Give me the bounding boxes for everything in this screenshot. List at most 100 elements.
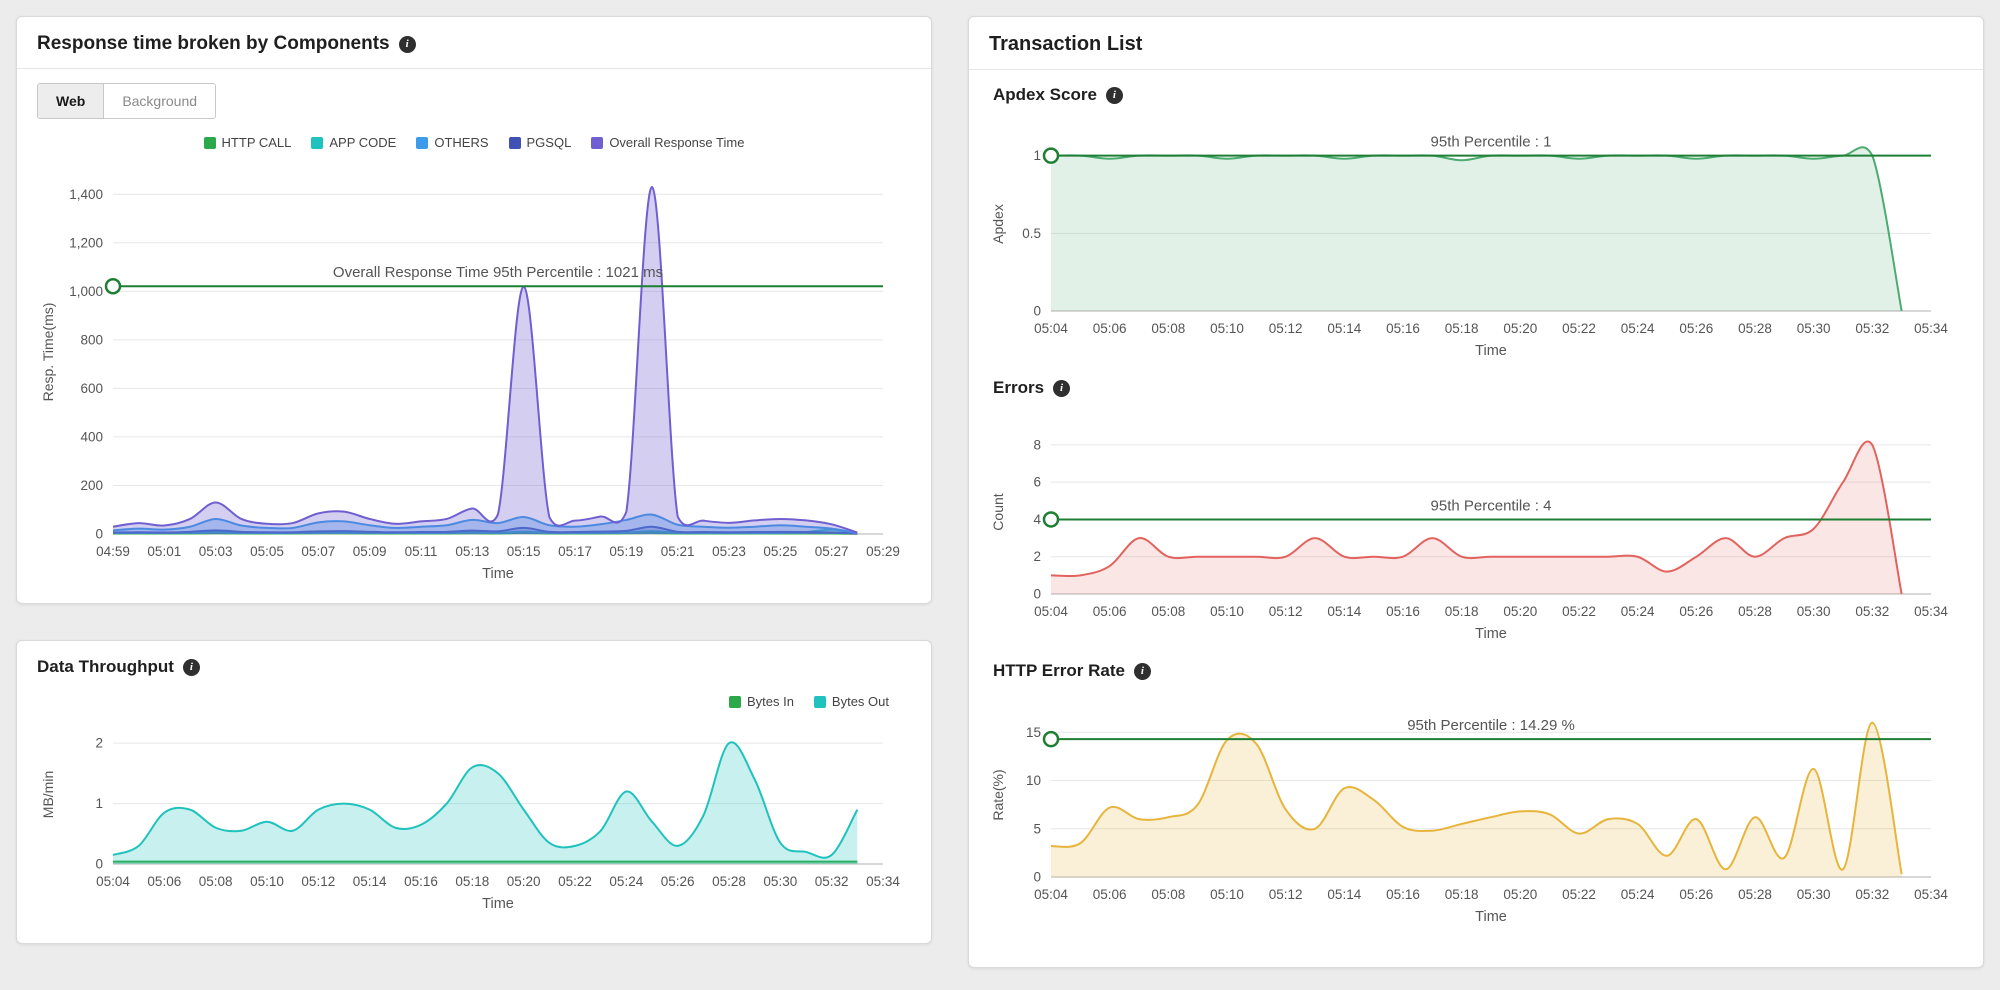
svg-text:05:04: 05:04 — [96, 874, 130, 889]
svg-text:05:16: 05:16 — [1386, 887, 1420, 902]
tab-background[interactable]: Background — [104, 84, 216, 118]
svg-text:05:04: 05:04 — [1034, 887, 1068, 902]
svg-text:600: 600 — [80, 381, 103, 396]
svg-text:05:11: 05:11 — [405, 544, 438, 559]
legend-item-others[interactable]: OTHERS — [416, 135, 489, 150]
response-components-chart[interactable]: 0 200 400 600 800 1,000 1,200 1,400 04:59 05:01 05… — [31, 156, 911, 586]
svg-text:0: 0 — [1033, 587, 1041, 602]
svg-text:05:34: 05:34 — [1914, 887, 1948, 902]
svg-text:1,000: 1,000 — [69, 284, 103, 299]
svg-text:1,200: 1,200 — [69, 235, 103, 250]
svg-text:05:03: 05:03 — [199, 544, 233, 559]
svg-text:95th Percentile : 4: 95th Percentile : 4 — [1431, 497, 1552, 514]
apdex-title: Apdex Score — [993, 85, 1097, 104]
legend-item-bytes-in[interactable]: Bytes In — [728, 694, 794, 709]
tab-web[interactable]: Web — [38, 84, 105, 118]
svg-text:05:17: 05:17 — [558, 544, 592, 559]
legend-label: OTHERS — [434, 135, 489, 150]
svg-text:05:22: 05:22 — [1562, 604, 1596, 619]
svg-text:05:08: 05:08 — [199, 874, 233, 889]
svg-text:05:12: 05:12 — [1269, 887, 1303, 902]
svg-text:95th Percentile : 14.29 %: 95th Percentile : 14.29 % — [1407, 717, 1575, 734]
svg-text:05:16: 05:16 — [404, 874, 438, 889]
svg-text:4: 4 — [1033, 512, 1041, 527]
svg-text:05:29: 05:29 — [866, 544, 900, 559]
legend-label: APP CODE — [329, 135, 397, 150]
svg-text:05:07: 05:07 — [301, 544, 335, 559]
svg-text:05:10: 05:10 — [1210, 321, 1244, 336]
legend-item-pgsql[interactable]: PGSQL — [508, 135, 571, 150]
svg-text:05:20: 05:20 — [1503, 887, 1537, 902]
svg-text:05:12: 05:12 — [301, 874, 335, 889]
data-throughput-card: Data Throughput i Bytes In Bytes Out 0 1 2… — [16, 640, 932, 944]
svg-text:05:24: 05:24 — [1621, 887, 1655, 902]
info-icon[interactable]: i — [1053, 379, 1071, 397]
svg-text:05:30: 05:30 — [763, 874, 797, 889]
others-swatch-icon — [416, 136, 429, 149]
svg-text:05:18: 05:18 — [1445, 604, 1479, 619]
svg-text:05:20: 05:20 — [507, 874, 541, 889]
svg-text:05:12: 05:12 — [1269, 321, 1303, 336]
svg-text:05:06: 05:06 — [1093, 604, 1127, 619]
apdex-section: Apdex Score i 0 0.5 1 05:04 05:06 05:08 05:10 0… — [969, 70, 1983, 363]
svg-text:Apdex: Apdex — [990, 204, 1006, 244]
svg-text:05:01: 05:01 — [147, 544, 181, 559]
svg-text:05:28: 05:28 — [1738, 887, 1772, 902]
legend-item-bytes-out[interactable]: Bytes Out — [813, 694, 889, 709]
svg-text:1: 1 — [95, 796, 103, 811]
svg-text:05:19: 05:19 — [609, 544, 643, 559]
http-error-rate-chart[interactable]: 0 5 10 15 05:04 05:06 05:08 05:10 05:12 05:14 05:1… — [981, 687, 1966, 929]
http-call-swatch-icon — [203, 136, 216, 149]
svg-text:0: 0 — [95, 527, 103, 542]
svg-text:04:59: 04:59 — [96, 544, 130, 559]
svg-text:05:34: 05:34 — [1914, 321, 1948, 336]
svg-text:05:28: 05:28 — [1738, 604, 1772, 619]
info-icon[interactable]: i — [1133, 662, 1151, 680]
svg-text:05:22: 05:22 — [1562, 321, 1596, 336]
svg-text:8: 8 — [1033, 437, 1041, 452]
data-throughput-chart[interactable]: 0 1 2 05:04 05:06 05:08 05:10 05:12 05:14 05:16 05… — [31, 711, 911, 916]
http-error-rate-title: HTTP Error Rate — [993, 661, 1125, 680]
info-icon[interactable]: i — [1105, 86, 1123, 104]
svg-text:05:34: 05:34 — [1914, 604, 1948, 619]
svg-text:05:27: 05:27 — [815, 544, 849, 559]
legend-label: Bytes In — [746, 694, 794, 709]
response-card-title: Response time broken by Components — [37, 33, 390, 54]
legend-label: Bytes Out — [831, 694, 889, 709]
svg-text:05:34: 05:34 — [866, 874, 900, 889]
response-time-card: Response time broken by Components i Web… — [16, 16, 932, 604]
svg-text:05:14: 05:14 — [353, 874, 387, 889]
errors-chart[interactable]: 0 2 4 6 8 05:04 05:06 05:08 05:10 05:12 05:14 05:16… — [981, 404, 1966, 646]
svg-text:05:26: 05:26 — [661, 874, 695, 889]
svg-text:0.5: 0.5 — [1022, 226, 1041, 241]
app-code-swatch-icon — [311, 136, 324, 149]
legend-item-overall-response-time[interactable]: Overall Response Time — [591, 135, 744, 150]
http-error-rate-section: HTTP Error Rate i 0 5 10 15 05:04 05:06 05:08 0… — [969, 646, 1983, 929]
svg-text:6: 6 — [1033, 475, 1041, 490]
svg-text:05:30: 05:30 — [1797, 321, 1831, 336]
svg-text:05:32: 05:32 — [1855, 604, 1889, 619]
legend-item-app-code[interactable]: APP CODE — [311, 135, 396, 150]
svg-text:Time: Time — [482, 896, 514, 912]
info-icon[interactable]: i — [398, 35, 416, 53]
svg-text:05:26: 05:26 — [1679, 604, 1713, 619]
svg-text:05:22: 05:22 — [558, 874, 592, 889]
svg-text:05:06: 05:06 — [1093, 321, 1127, 336]
legend-item-http-call[interactable]: HTTP CALL — [203, 135, 291, 150]
svg-text:05:04: 05:04 — [1034, 321, 1068, 336]
errors-section-header: Errors i — [969, 363, 1983, 402]
svg-text:800: 800 — [80, 332, 103, 347]
svg-text:05:26: 05:26 — [1679, 887, 1713, 902]
apdex-score-chart[interactable]: 0 0.5 1 05:04 05:06 05:08 05:10 05:12 05:14 05:16… — [981, 111, 1966, 363]
pgsql-swatch-icon — [508, 136, 521, 149]
svg-text:05:32: 05:32 — [1855, 887, 1889, 902]
info-icon[interactable]: i — [182, 658, 200, 676]
response-card-header: Response time broken by Components i — [17, 17, 931, 69]
svg-text:05:20: 05:20 — [1503, 604, 1537, 619]
svg-text:05:24: 05:24 — [1621, 604, 1655, 619]
throughput-chart-legend: Bytes In Bytes Out — [17, 694, 889, 709]
svg-text:Time: Time — [482, 566, 514, 582]
throughput-card-header: Data Throughput i — [17, 641, 931, 690]
svg-text:05:20: 05:20 — [1503, 321, 1537, 336]
transaction-card-title: Transaction List — [989, 33, 1143, 55]
